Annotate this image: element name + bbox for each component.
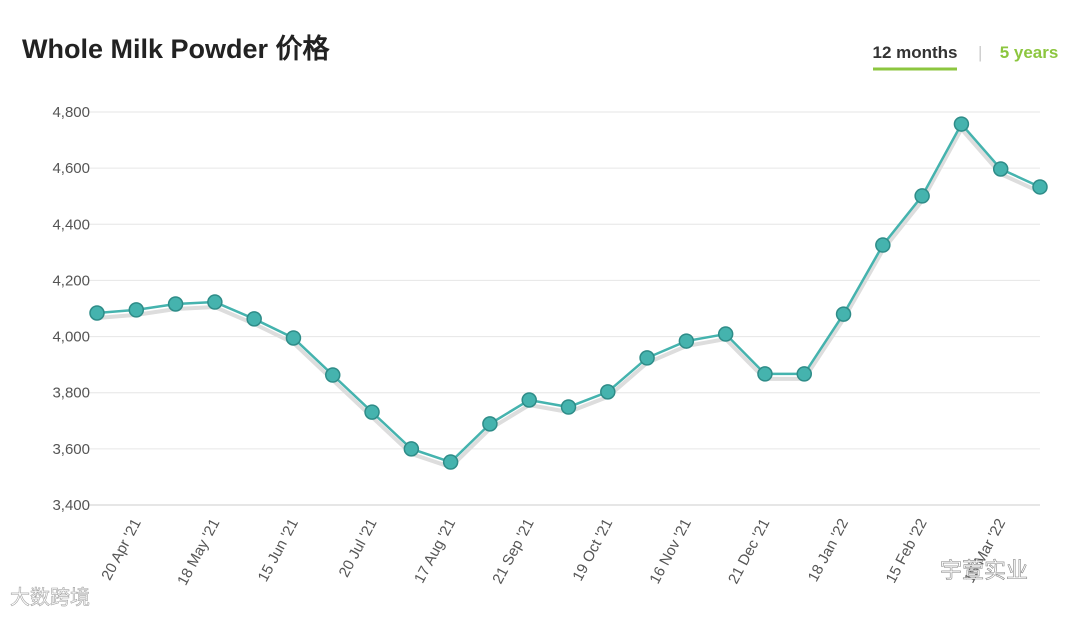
tab[interactable]: 5 years bbox=[1000, 43, 1059, 62]
point bbox=[639, 350, 655, 366]
x-tick-label: 18 Jan '22 bbox=[805, 516, 852, 585]
tab[interactable]: 12 months bbox=[872, 43, 957, 62]
y-tick-label: 4,800 bbox=[52, 104, 90, 121]
x-tick-label: 21 Dec '21 bbox=[725, 516, 773, 587]
point bbox=[482, 416, 498, 432]
x-tick-label: 16 Nov '21 bbox=[646, 516, 694, 587]
point bbox=[403, 441, 420, 457]
x-tick-label: 18 May '21 bbox=[174, 516, 223, 588]
y-tick-label: 4,600 bbox=[52, 160, 90, 177]
point bbox=[285, 330, 302, 346]
plot: 3,400 3,600 3,800 4,000 4,200 4,400 4,600 4,800… bbox=[52, 104, 1048, 588]
watermark: 宇萱实业 bbox=[940, 558, 1028, 583]
point bbox=[717, 326, 734, 342]
x-tick-label: 19 Oct '21 bbox=[569, 516, 616, 584]
point bbox=[992, 161, 1009, 177]
x-tick-label: 15 Feb '22 bbox=[883, 516, 931, 586]
watermark: 大数跨境 bbox=[10, 586, 90, 609]
y-tick-label: 4,400 bbox=[52, 216, 90, 233]
point bbox=[207, 294, 223, 310]
chart-title: Whole Milk Powder 价格 bbox=[22, 34, 331, 64]
point bbox=[560, 399, 577, 415]
point bbox=[89, 305, 105, 321]
point bbox=[953, 116, 970, 132]
point bbox=[835, 306, 852, 322]
x-tick-label: 20 Jul '21 bbox=[336, 516, 381, 580]
x-tick-label: 17 Aug '21 bbox=[411, 516, 459, 586]
y-tick-label: 4,000 bbox=[52, 329, 90, 346]
point bbox=[796, 366, 812, 382]
x-tick-label: 15 Jun '21 bbox=[255, 516, 302, 585]
x-tick-label: 21 Sep '21 bbox=[489, 516, 537, 587]
point bbox=[442, 454, 459, 470]
point bbox=[600, 384, 616, 400]
point bbox=[325, 367, 341, 383]
point bbox=[875, 237, 891, 253]
point bbox=[678, 333, 695, 349]
separator: | bbox=[978, 43, 982, 62]
x-tick-label: 20 Apr '21 bbox=[98, 516, 145, 583]
y-tick-label: 3,800 bbox=[52, 385, 90, 402]
point bbox=[1032, 179, 1048, 195]
point bbox=[128, 302, 145, 318]
point bbox=[246, 311, 262, 327]
y-tick-label: 3,400 bbox=[52, 497, 90, 514]
y-tick-label: 3,600 bbox=[52, 441, 90, 458]
line-shadow bbox=[96, 125, 1041, 470]
point bbox=[521, 392, 537, 408]
point bbox=[364, 404, 380, 420]
point bbox=[914, 188, 930, 204]
point bbox=[167, 296, 184, 312]
y-tick-label: 4,200 bbox=[52, 272, 90, 289]
point bbox=[757, 366, 773, 382]
